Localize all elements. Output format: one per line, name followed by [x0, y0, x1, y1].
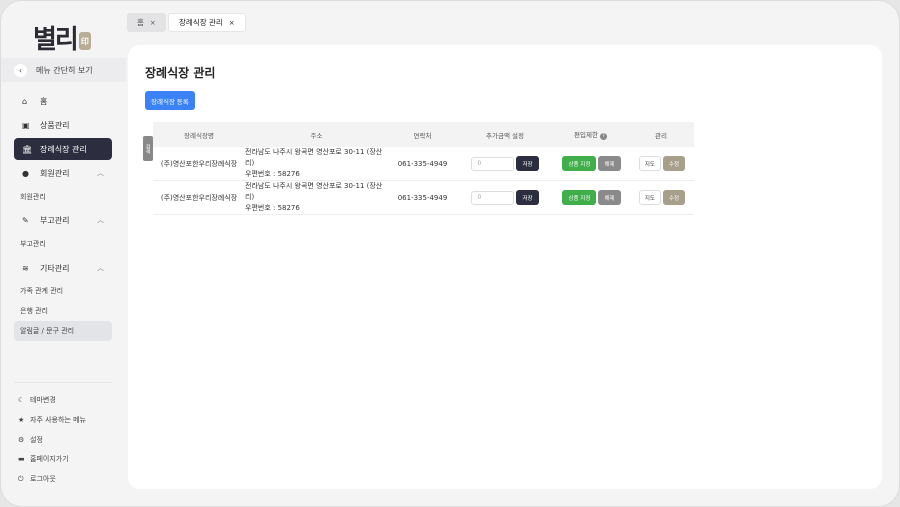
table-row: (주)영산포한우리장례식장 전라남도 나주시 왕곡면 영산포로 30-11 (장…	[153, 180, 694, 215]
sidebar-item-products[interactable]: ▣ 상품관리	[22, 120, 70, 130]
sidebar-divider	[14, 382, 112, 383]
extra-amount-input[interactable]: 0	[471, 190, 515, 205]
header-manage: 관리	[628, 122, 694, 147]
collapse-menu-button[interactable]: ‹ 메뉴 간단히 보기	[1, 58, 126, 82]
logo-seal: 印	[78, 31, 91, 50]
edit-button[interactable]: 수정	[663, 156, 686, 171]
sidebar-sub-family[interactable]: 가족 관계 관리	[20, 287, 64, 295]
register-funeral-hall-button[interactable]: 장례식장 등록	[145, 91, 195, 110]
logo[interactable]: 별리 印	[33, 25, 91, 55]
sidebar-item-members[interactable]: ● 회원관리 ︿	[22, 168, 104, 178]
header-address: 주소	[245, 122, 388, 147]
content-card: 장례식장 관리 장례식장 등록 검색 장례식장명 주소 연락처 추가금액 설정 …	[128, 45, 882, 489]
chevron-up-icon: ︿	[97, 169, 104, 177]
star-icon: ★	[18, 416, 25, 424]
header-phone: 연락처	[388, 122, 457, 147]
layers-icon: ≋	[22, 263, 29, 273]
save-button[interactable]: 저장	[516, 190, 539, 205]
home-icon: ⌂	[22, 96, 28, 106]
map-button[interactable]: 지도	[638, 156, 661, 171]
hall-address: 전라남도 나주시 왕곡면 영산포로 30-11 (장산리) 우편번호 : 5827…	[245, 147, 388, 181]
logout-link[interactable]: ⏻ 로그아웃	[18, 474, 56, 484]
assign-product-button[interactable]: 상품 지정	[562, 190, 597, 205]
page-title: 장례식장 관리	[145, 66, 216, 80]
assign-product-button[interactable]: 상품 지정	[562, 156, 597, 171]
header-extra-amount: 추가금액 설정	[457, 122, 553, 147]
hall-phone: 061-335-4949	[388, 180, 457, 215]
logout-icon: ⏻	[18, 474, 24, 483]
hall-phone: 061-335-4949	[388, 147, 457, 181]
chevron-left-icon: ‹	[14, 63, 27, 77]
extra-amount-input[interactable]: 0	[471, 156, 515, 171]
sidebar-sub-obituary[interactable]: 부고관리	[20, 240, 46, 248]
bank-icon: 🏛	[22, 144, 33, 154]
sidebar-item-obituary[interactable]: ✎ 부고관리 ︿	[22, 215, 104, 225]
sidebar-item-funeral-halls[interactable]: 🏛 장례식장 관리	[14, 138, 112, 160]
release-button[interactable]: 해제	[598, 156, 621, 171]
favorites-link[interactable]: ★ 자주 사용하는 메뉴	[18, 416, 86, 424]
tab-home[interactable]: 홈 ×	[127, 13, 166, 32]
map-button[interactable]: 지도	[638, 190, 661, 205]
help-icon[interactable]: ?	[600, 133, 607, 140]
hall-address: 전라남도 나주시 왕곡면 영산포로 30-11 (장산리) 우편번호 : 5827…	[245, 180, 388, 215]
edit-icon: ✎	[22, 215, 29, 225]
release-button[interactable]: 해제	[598, 190, 621, 205]
sidebar-item-etc[interactable]: ≋ 기타관리 ︿	[22, 263, 104, 273]
sidebar-sub-notice[interactable]: 알림글 / 문구 관리	[14, 321, 112, 341]
user-circle-icon: ●	[22, 168, 29, 178]
sidebar-item-home[interactable]: ⌂ 홈	[22, 96, 48, 106]
theme-change-link[interactable]: ☾ 테마변경	[18, 396, 56, 404]
box-icon: ▣	[22, 120, 30, 130]
sidebar-sub-members[interactable]: 회원관리	[20, 193, 46, 201]
sidebar-sub-bank[interactable]: 은행 관리	[20, 307, 48, 315]
monitor-icon: ▬	[18, 455, 25, 463]
close-icon[interactable]: ×	[149, 18, 156, 27]
hall-name: (주)영산포한우리장례식장	[153, 180, 245, 215]
search-toggle-tab[interactable]: 검색	[143, 136, 153, 161]
header-restriction: 편입제한 ?	[553, 122, 628, 147]
gear-icon: ⚙	[18, 436, 25, 444]
close-icon[interactable]: ×	[228, 18, 235, 27]
header-name: 장례식장명	[153, 122, 245, 147]
moon-icon: ☾	[18, 396, 25, 404]
settings-link[interactable]: ⚙ 설정	[18, 436, 43, 444]
edit-button[interactable]: 수정	[663, 190, 686, 205]
homepage-link[interactable]: ▬ 홈페이지가기	[18, 455, 69, 463]
funeral-hall-table: 장례식장명 주소 연락처 추가금액 설정 편입제한 ? 관리 (주)영산포한우리…	[153, 122, 694, 215]
chevron-up-icon: ︿	[97, 264, 104, 272]
chevron-up-icon: ︿	[97, 216, 104, 224]
hall-name: (주)영산포한우리장례식장	[153, 147, 245, 181]
table-row: (주)영산포한우리장례식장 전라남도 나주시 왕곡면 영산포로 30-11 (장…	[153, 147, 694, 181]
tab-funeral-halls[interactable]: 장례식장 관리 ×	[168, 13, 246, 32]
save-button[interactable]: 저장	[516, 156, 539, 171]
